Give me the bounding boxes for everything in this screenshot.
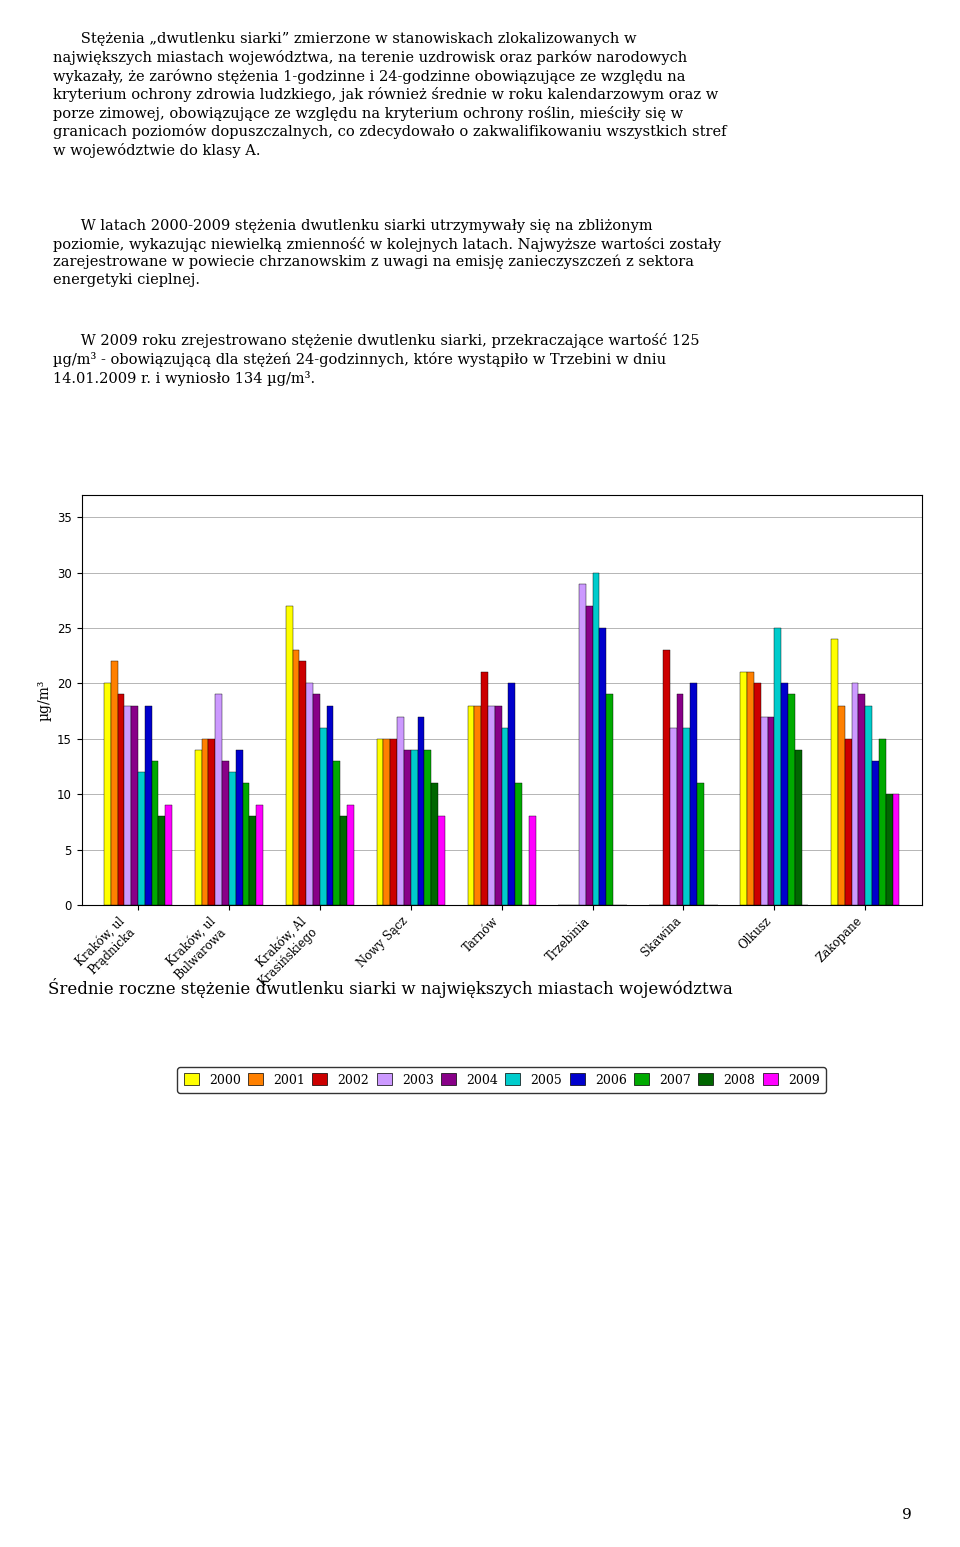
Bar bbox=[326, 705, 333, 905]
Bar bbox=[340, 817, 348, 905]
Bar bbox=[320, 727, 326, 905]
Bar bbox=[250, 817, 256, 905]
Bar bbox=[767, 716, 775, 905]
Bar bbox=[474, 705, 481, 905]
Bar bbox=[383, 739, 390, 905]
Bar bbox=[468, 705, 474, 905]
Bar bbox=[886, 794, 893, 905]
Bar bbox=[481, 673, 488, 905]
Bar bbox=[431, 783, 438, 905]
Bar bbox=[795, 750, 802, 905]
Bar bbox=[293, 650, 300, 905]
Bar bbox=[838, 705, 845, 905]
Bar bbox=[579, 583, 586, 905]
Bar bbox=[878, 739, 886, 905]
Bar bbox=[852, 684, 858, 905]
Bar bbox=[348, 806, 354, 905]
Bar bbox=[494, 705, 501, 905]
Bar bbox=[586, 606, 592, 905]
Bar bbox=[831, 639, 838, 905]
Bar bbox=[488, 705, 494, 905]
Legend: 2000, 2001, 2002, 2003, 2004, 2005, 2006, 2007, 2008, 2009: 2000, 2001, 2002, 2003, 2004, 2005, 2006… bbox=[178, 1067, 826, 1092]
Bar bbox=[208, 739, 215, 905]
Bar bbox=[376, 739, 383, 905]
Bar bbox=[670, 727, 677, 905]
Bar bbox=[411, 750, 418, 905]
Bar bbox=[697, 783, 704, 905]
Bar bbox=[390, 739, 397, 905]
Text: W 2009 roku zrejestrowano stężenie dwutlenku siarki, przekraczające wartość 125
: W 2009 roku zrejestrowano stężenie dwutl… bbox=[53, 334, 699, 385]
Bar bbox=[145, 705, 152, 905]
Bar bbox=[404, 750, 411, 905]
Bar bbox=[397, 716, 404, 905]
Bar bbox=[165, 806, 172, 905]
Bar bbox=[117, 695, 125, 905]
Bar bbox=[592, 572, 599, 905]
Bar bbox=[215, 695, 222, 905]
Bar bbox=[104, 684, 110, 905]
Bar bbox=[300, 661, 306, 905]
Bar bbox=[236, 750, 243, 905]
Bar bbox=[152, 761, 158, 905]
Bar bbox=[684, 727, 690, 905]
Bar bbox=[509, 684, 516, 905]
Text: 9: 9 bbox=[902, 1508, 912, 1522]
Bar bbox=[599, 628, 606, 905]
Bar bbox=[747, 673, 754, 905]
Text: Stężenia „dwutlenku siarki” zmierzone w stanowiskach zlokalizowanych w
największ: Stężenia „dwutlenku siarki” zmierzone w … bbox=[53, 32, 727, 158]
Bar bbox=[516, 783, 522, 905]
Bar bbox=[740, 673, 747, 905]
Bar bbox=[202, 739, 208, 905]
Text: Średnie roczne stężenie dwutlenku siarki w największych miastach województwa: Średnie roczne stężenie dwutlenku siarki… bbox=[48, 978, 732, 998]
Bar bbox=[760, 716, 767, 905]
Bar bbox=[663, 650, 670, 905]
Bar bbox=[788, 695, 795, 905]
Bar bbox=[677, 695, 684, 905]
Bar bbox=[256, 806, 263, 905]
Bar bbox=[529, 817, 536, 905]
Bar bbox=[306, 684, 313, 905]
Bar bbox=[195, 750, 202, 905]
Bar bbox=[243, 783, 250, 905]
Bar bbox=[438, 817, 444, 905]
Bar bbox=[424, 750, 431, 905]
Bar bbox=[893, 794, 900, 905]
Bar bbox=[313, 695, 320, 905]
Bar bbox=[110, 661, 117, 905]
Y-axis label: µg/m³: µg/m³ bbox=[37, 679, 52, 721]
Bar bbox=[158, 817, 165, 905]
Bar bbox=[690, 684, 697, 905]
Bar bbox=[132, 705, 138, 905]
Bar bbox=[872, 761, 878, 905]
Bar bbox=[222, 761, 228, 905]
Bar bbox=[125, 705, 132, 905]
Text: W latach 2000-2009 stężenia dwutlenku siarki utrzymywały się na zbliżonym
poziom: W latach 2000-2009 stężenia dwutlenku si… bbox=[53, 220, 721, 286]
Bar bbox=[138, 772, 145, 905]
Bar bbox=[228, 772, 236, 905]
Bar bbox=[333, 761, 340, 905]
Bar bbox=[865, 705, 872, 905]
Bar bbox=[501, 727, 509, 905]
Bar bbox=[781, 684, 788, 905]
Bar bbox=[775, 628, 781, 905]
Bar bbox=[286, 606, 293, 905]
Bar bbox=[418, 716, 424, 905]
Bar bbox=[858, 695, 865, 905]
Bar bbox=[845, 739, 852, 905]
Bar bbox=[606, 695, 613, 905]
Bar bbox=[754, 684, 760, 905]
